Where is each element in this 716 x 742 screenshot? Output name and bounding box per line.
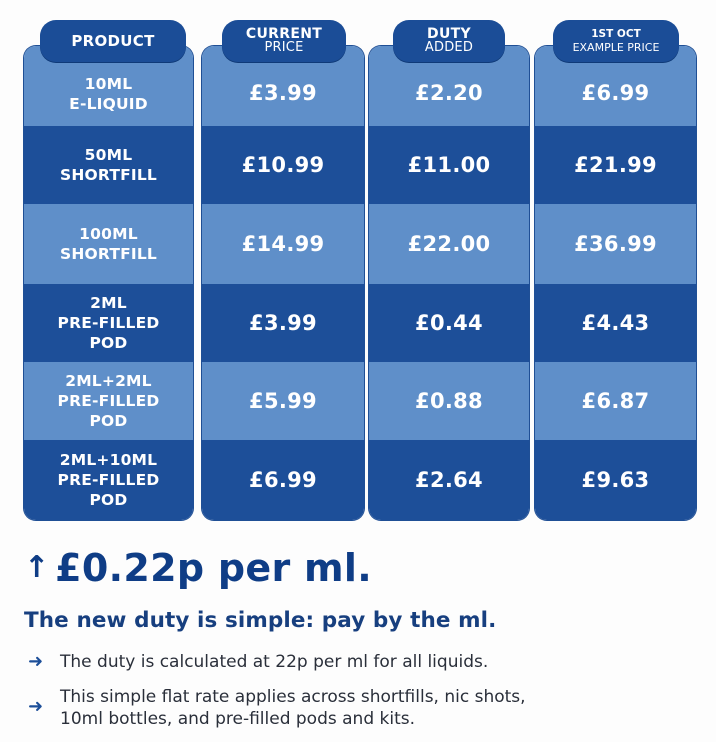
product-cell: 2ML PRE-FILLED POD	[24, 284, 193, 362]
product-cell: 100ML SHORTFILL	[24, 204, 193, 284]
sub-headline: The new duty is simple: pay by the ml.	[24, 608, 497, 633]
product-cell: 50ML SHORTFILL	[24, 126, 193, 204]
headline-text: £0.22p per ml.	[55, 546, 372, 590]
current-price-cell: £10.99	[202, 126, 364, 204]
arrow-right-icon: ➜	[28, 651, 44, 672]
oct-price-cell: £36.99	[535, 204, 696, 284]
duty-added-header: DUTY ADDED	[393, 20, 505, 62]
current-price-cell: £6.99	[202, 440, 364, 520]
current-price-column: £3.99 £10.99 £14.99 £3.99 £5.99 £6.99	[202, 46, 364, 520]
duty-cell: £0.44	[369, 284, 529, 362]
oct-price-cell: £4.43	[535, 284, 696, 362]
current-price-cell: £14.99	[202, 204, 364, 284]
product-header: PRODUCT	[40, 20, 186, 62]
current-price-cell: £3.99	[202, 284, 364, 362]
oct-price-cell: £9.63	[535, 440, 696, 520]
duty-cell: £11.00	[369, 126, 529, 204]
current-price-cell: £5.99	[202, 362, 364, 440]
duty-added-column: £2.20 £11.00 £22.00 £0.44 £0.88 £2.64	[369, 46, 529, 520]
duty-cell: £0.88	[369, 362, 529, 440]
oct-price-header: 1ST OCT EXAMPLE PRICE	[553, 20, 679, 62]
duty-cell: £22.00	[369, 204, 529, 284]
duty-cell: £2.64	[369, 440, 529, 520]
bullet-item: ➜ This simple flat rate applies across s…	[28, 687, 526, 729]
bullet-item: ➜ The duty is calculated at 22p per ml f…	[28, 651, 489, 672]
current-price-header: CURRENT PRICE	[222, 20, 346, 62]
oct-price-cell: £6.87	[535, 362, 696, 440]
headline: ↑ £0.22p per ml.	[24, 545, 372, 591]
arrow-up-icon: ↑	[24, 550, 50, 585]
arrow-right-icon: ➜	[28, 696, 44, 717]
oct-price-column: £6.99 £21.99 £36.99 £4.43 £6.87 £9.63	[535, 46, 696, 520]
product-column: 10ML E-LIQUID 50ML SHORTFILL 100ML SHORTFIL…	[24, 46, 193, 520]
product-cell: 2ML+2ML PRE-FILLED POD	[24, 362, 193, 440]
product-cell: 2ML+10ML PRE-FILLED POD	[24, 440, 193, 520]
oct-price-cell: £21.99	[535, 126, 696, 204]
